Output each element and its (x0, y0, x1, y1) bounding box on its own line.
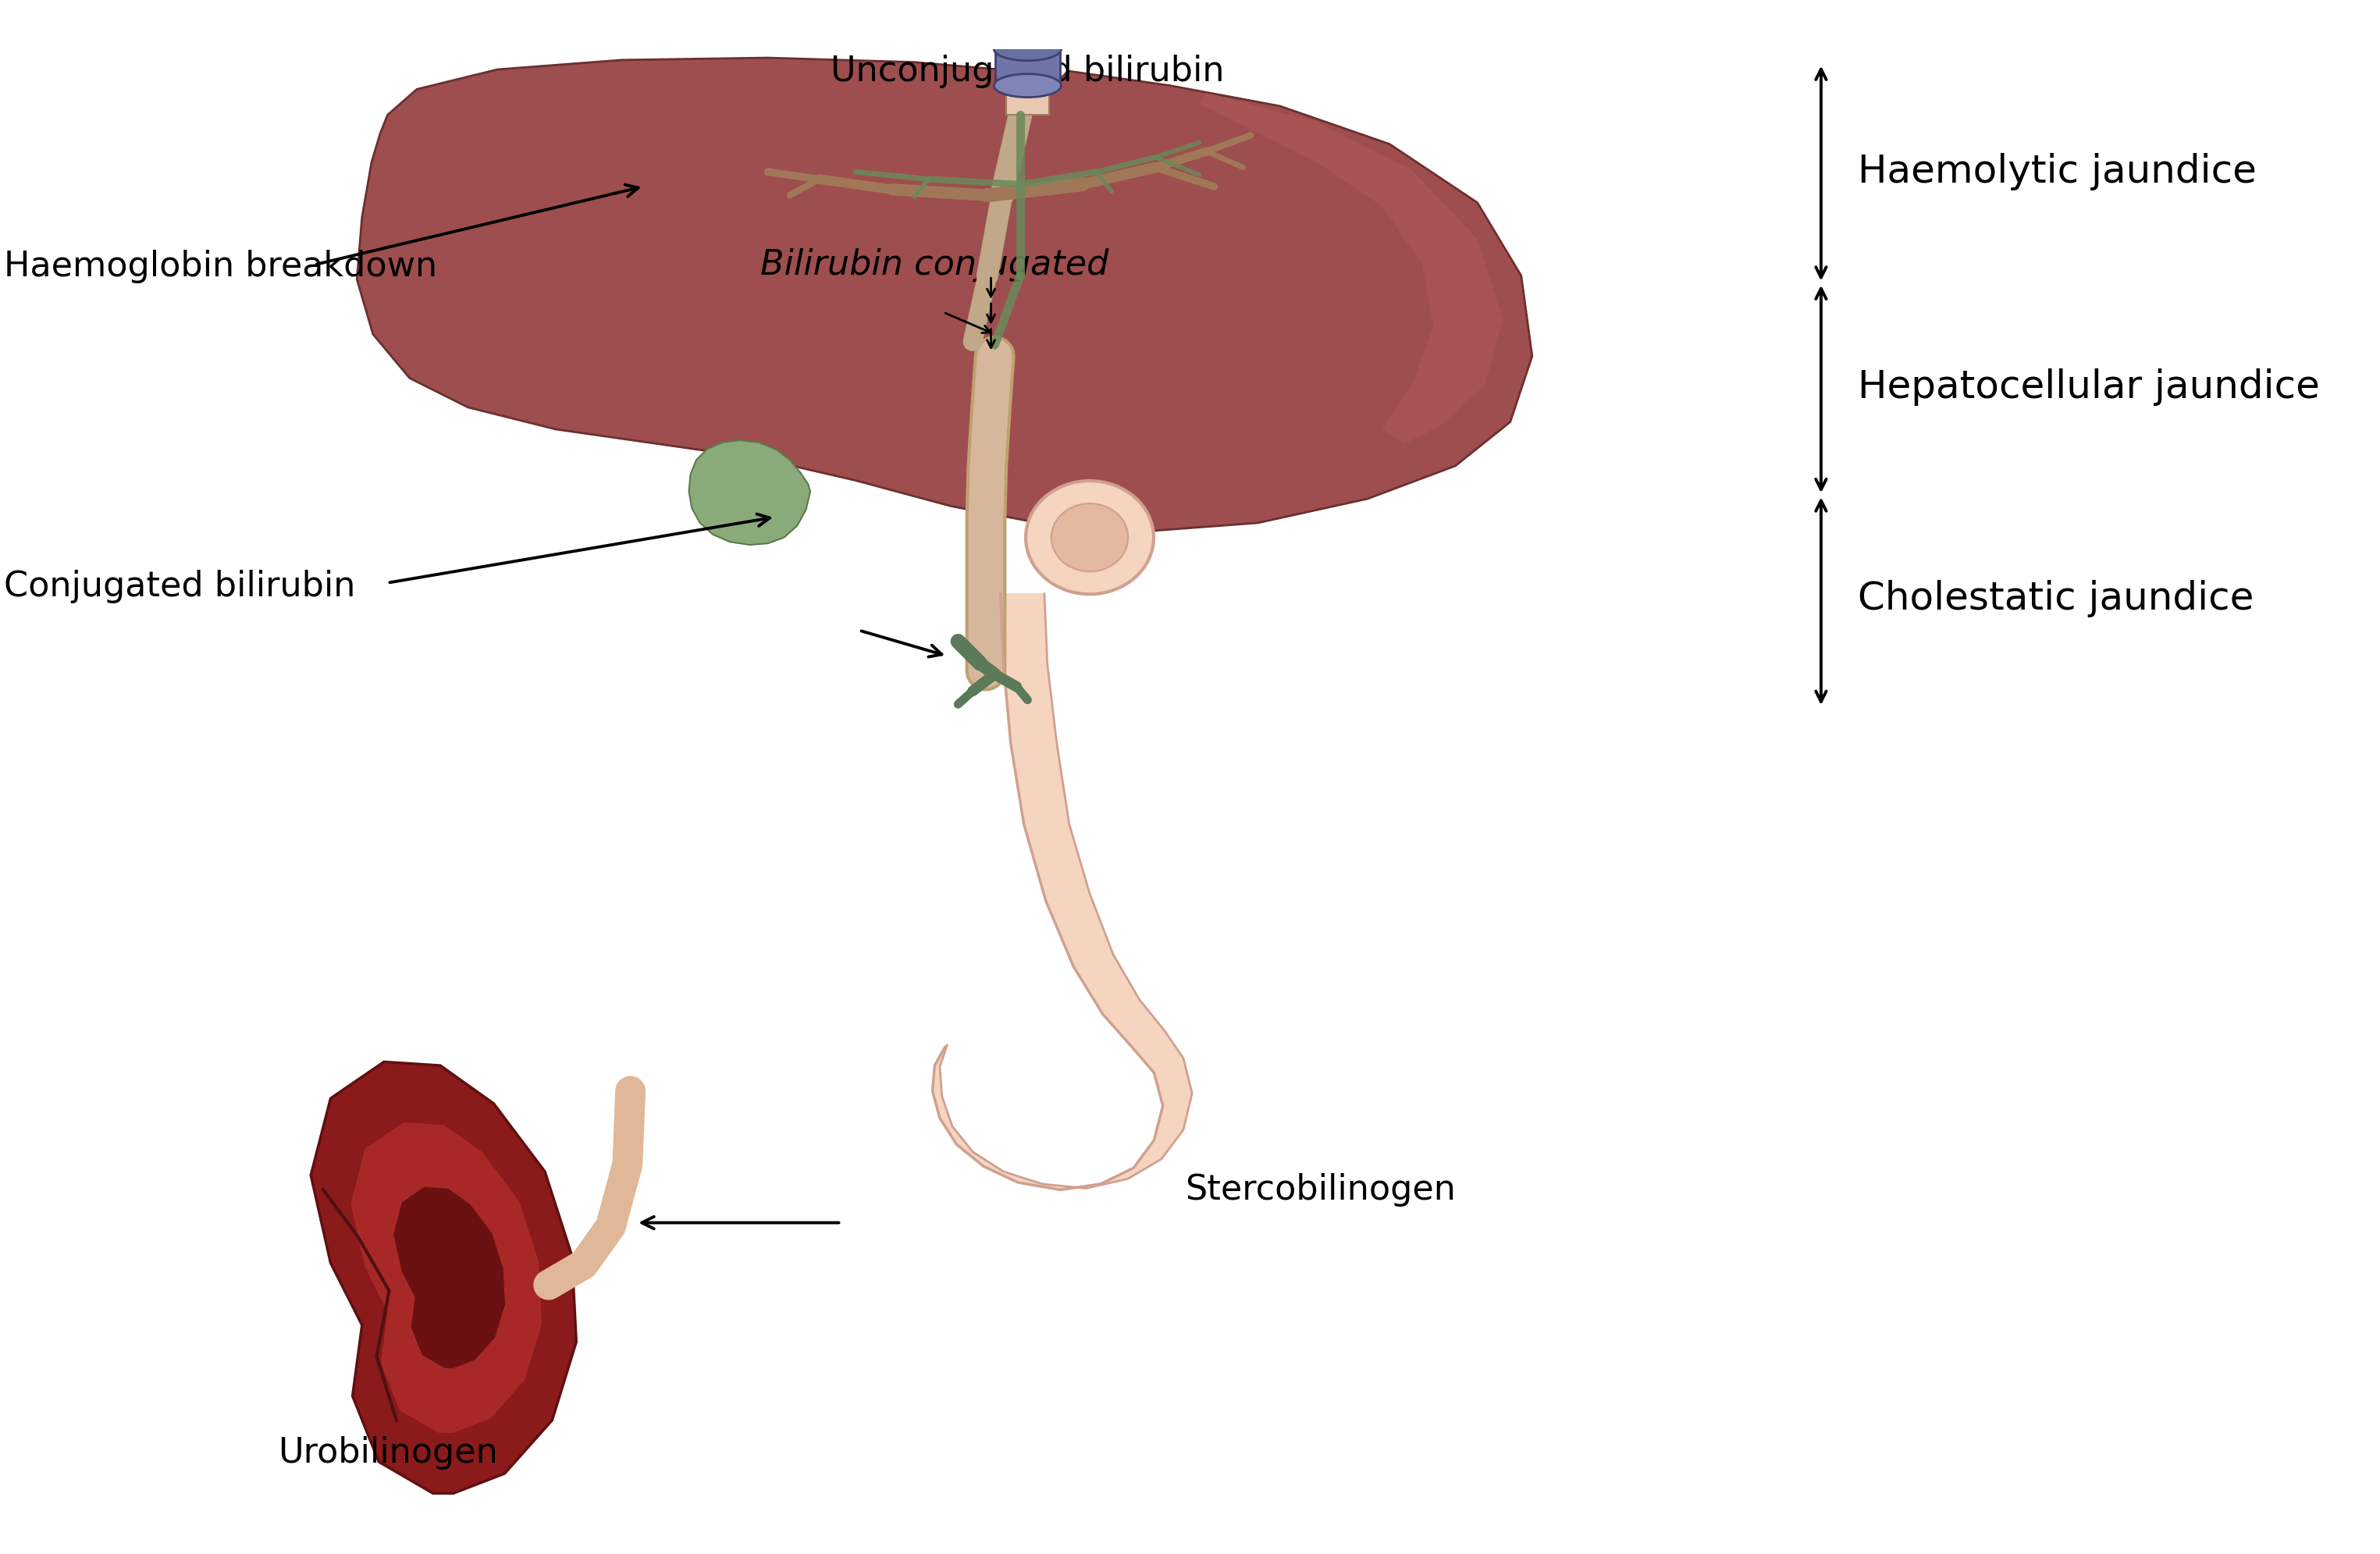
Ellipse shape (1026, 480, 1154, 594)
Text: Haemoglobin breakdown: Haemoglobin breakdown (5, 250, 438, 284)
Ellipse shape (995, 37, 1061, 61)
Text: Hepatocellular jaundice: Hepatocellular jaundice (1859, 368, 2320, 406)
Polygon shape (1200, 93, 1502, 444)
Text: Cholestatic jaundice: Cholestatic jaundice (1859, 580, 2254, 617)
Polygon shape (688, 440, 809, 545)
Text: Conjugated bilirubin: Conjugated bilirubin (5, 570, 355, 603)
Polygon shape (312, 1061, 576, 1493)
Text: Haemolytic jaundice: Haemolytic jaundice (1859, 154, 2256, 191)
Polygon shape (350, 1122, 543, 1433)
Polygon shape (393, 1187, 505, 1368)
Polygon shape (933, 594, 1192, 1190)
Text: Bilirubin conjugated: Bilirubin conjugated (762, 249, 1109, 281)
Ellipse shape (995, 75, 1061, 98)
Text: Unconjugated bilirubin: Unconjugated bilirubin (831, 54, 1223, 89)
Bar (1007, 50, 1050, 115)
Polygon shape (357, 57, 1533, 531)
Ellipse shape (1052, 503, 1128, 572)
Bar (995, 50, 1059, 85)
Text: Urobilinogen: Urobilinogen (278, 1436, 497, 1470)
Text: Stercobilinogen: Stercobilinogen (1185, 1173, 1457, 1206)
